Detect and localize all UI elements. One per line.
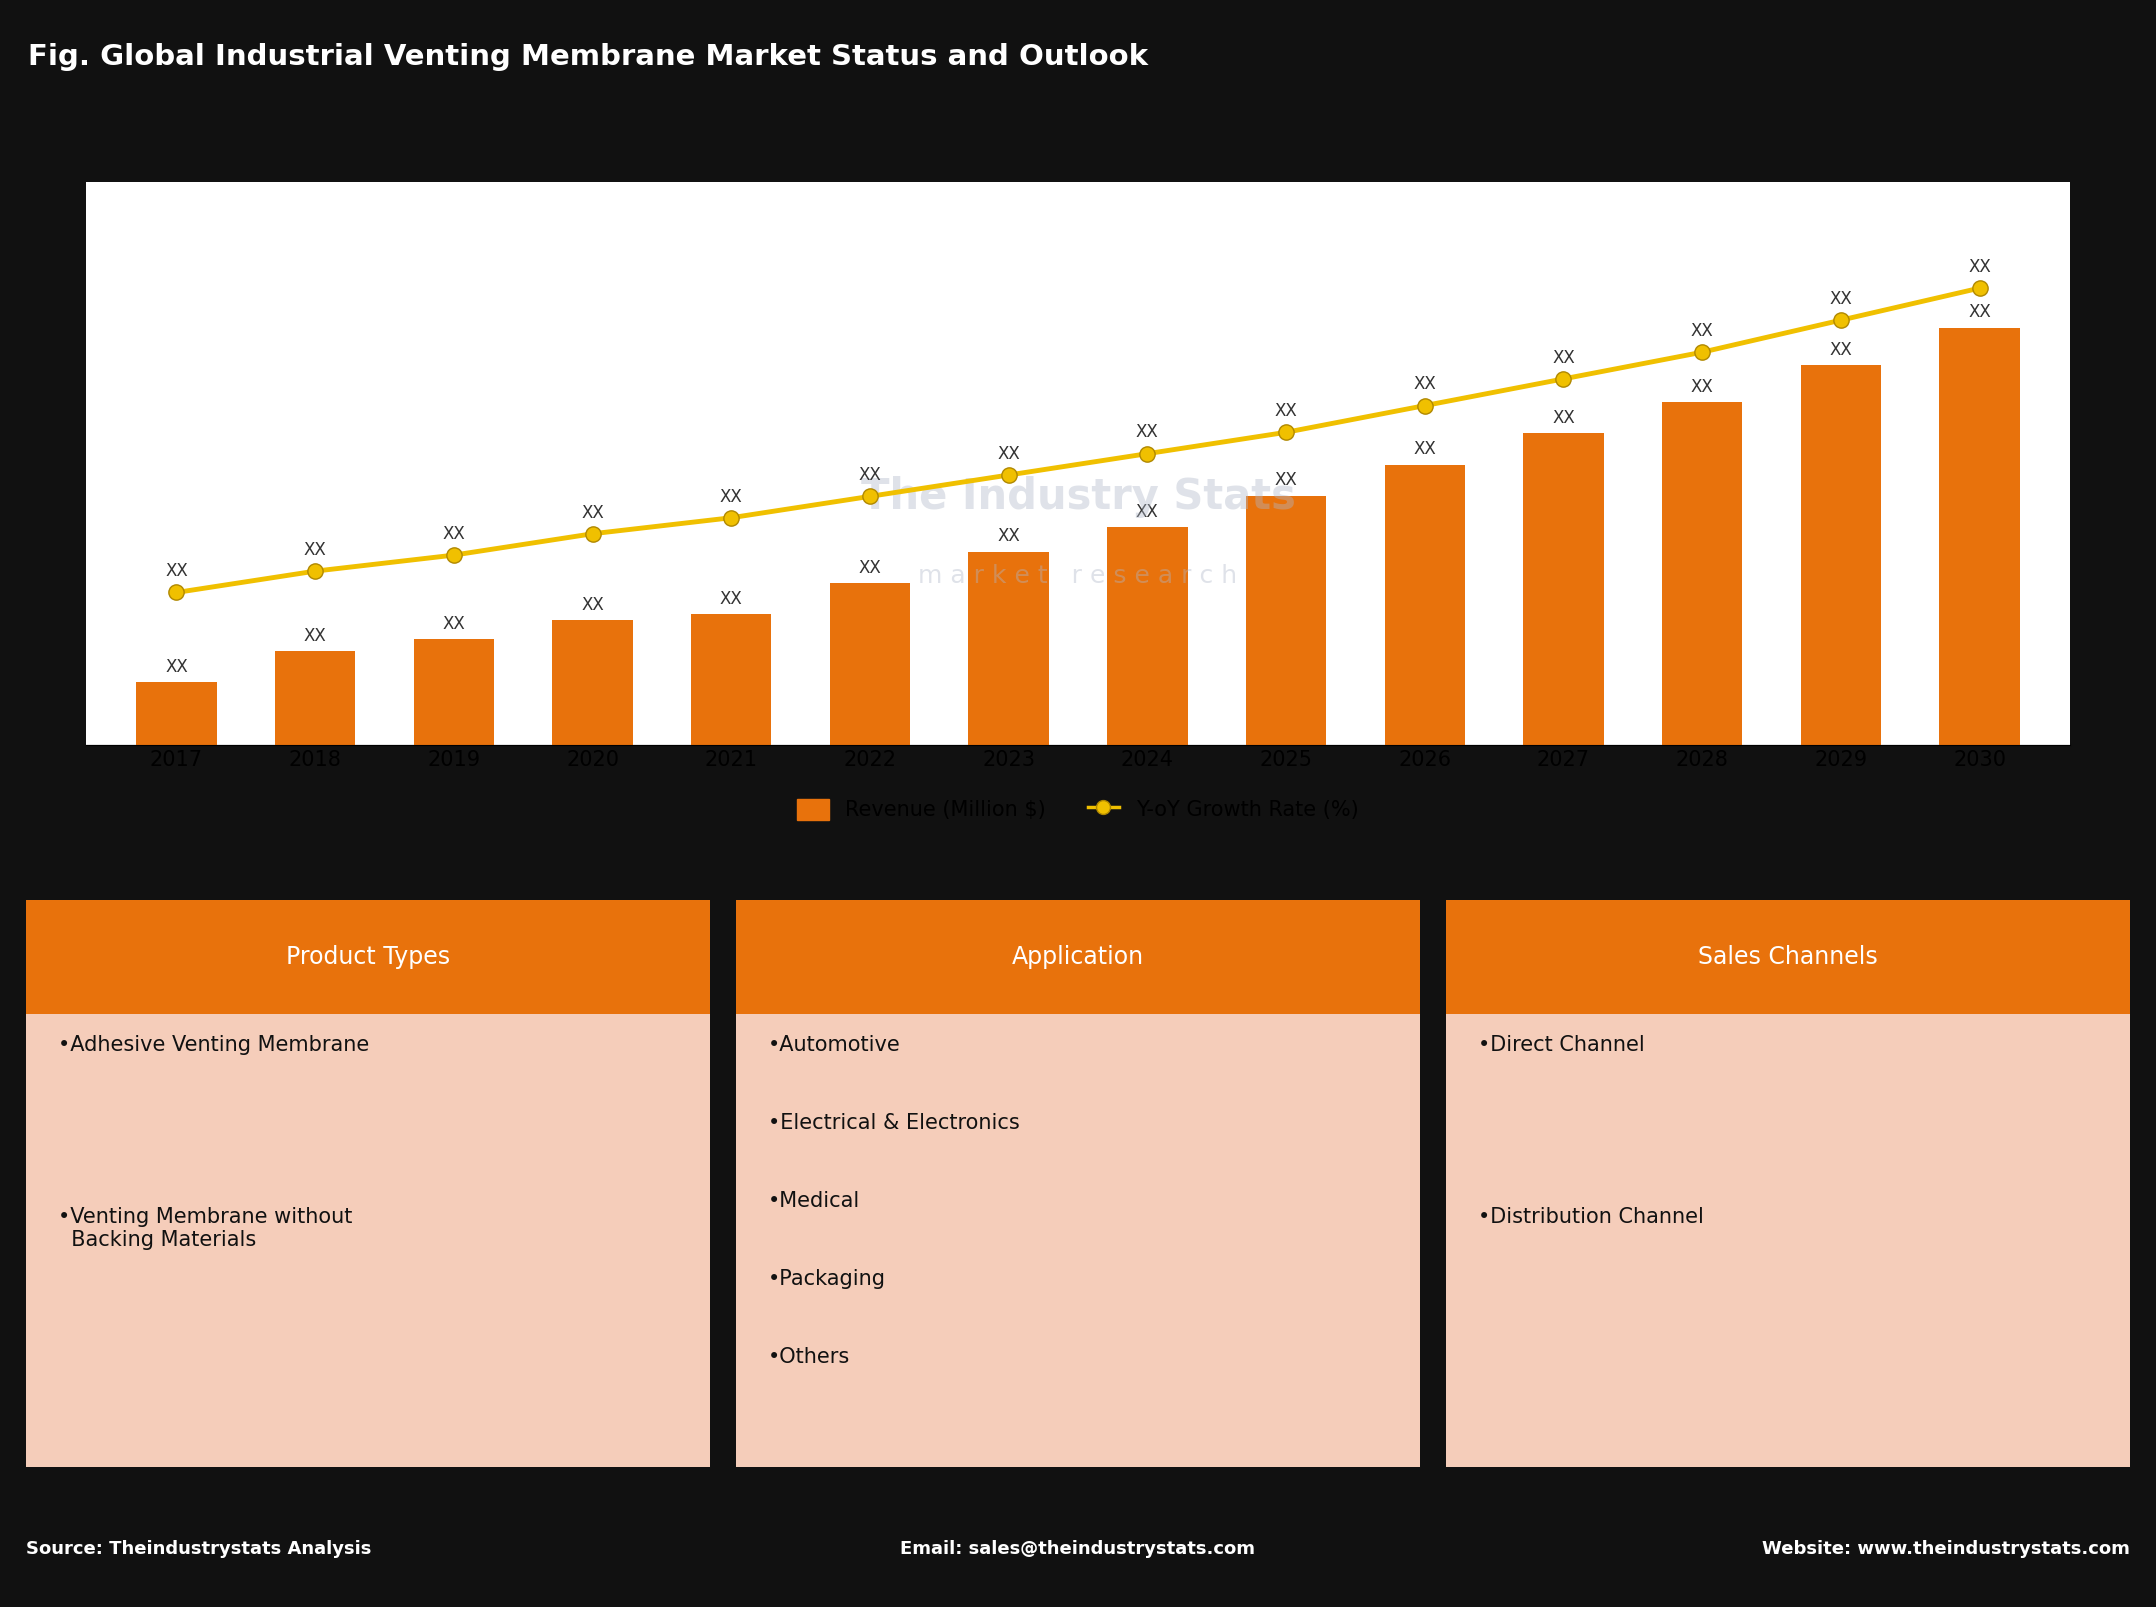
- Text: XX: XX: [1414, 376, 1436, 394]
- Text: XX: XX: [1274, 471, 1298, 490]
- Text: Application: Application: [1011, 945, 1145, 969]
- Text: XX: XX: [582, 596, 604, 614]
- Text: XX: XX: [1136, 503, 1158, 521]
- Text: Product Types: Product Types: [287, 945, 451, 969]
- Bar: [1246, 495, 1326, 744]
- Text: XX: XX: [1968, 304, 1990, 321]
- Bar: [1384, 464, 1464, 744]
- Text: XX: XX: [858, 559, 882, 577]
- Text: •Medical: •Medical: [768, 1191, 860, 1212]
- Bar: [1524, 434, 1604, 744]
- Text: Sales Channels: Sales Channels: [1699, 945, 1878, 969]
- Text: Website: www.theindustrystats.com: Website: www.theindustrystats.com: [1761, 1540, 2130, 1559]
- Text: •Packaging: •Packaging: [768, 1270, 886, 1289]
- Text: XX: XX: [998, 445, 1020, 463]
- Text: •Adhesive Venting Membrane: •Adhesive Venting Membrane: [58, 1035, 369, 1056]
- Text: XX: XX: [304, 627, 326, 644]
- Text: •Venting Membrane without
  Backing Materials: •Venting Membrane without Backing Materi…: [58, 1207, 354, 1250]
- Text: Source: Theindustrystats Analysis: Source: Theindustrystats Analysis: [26, 1540, 371, 1559]
- Text: XX: XX: [1690, 321, 1714, 341]
- Text: XX: XX: [166, 562, 188, 580]
- Bar: [414, 640, 494, 744]
- FancyBboxPatch shape: [26, 900, 709, 1014]
- Text: The Industry Stats: The Industry Stats: [860, 476, 1296, 517]
- Bar: [552, 620, 632, 744]
- Bar: [1662, 402, 1742, 744]
- Text: m a r k e t   r e s e a r c h: m a r k e t r e s e a r c h: [918, 564, 1238, 588]
- Text: XX: XX: [720, 487, 742, 506]
- Text: •Direct Channel: •Direct Channel: [1479, 1035, 1645, 1056]
- Legend: Revenue (Million $), Y-oY Growth Rate (%): Revenue (Million $), Y-oY Growth Rate (%…: [789, 791, 1367, 829]
- Text: XX: XX: [304, 542, 326, 559]
- Text: •Others: •Others: [768, 1347, 849, 1368]
- FancyBboxPatch shape: [26, 1014, 709, 1467]
- Text: XX: XX: [442, 525, 466, 543]
- Text: •Electrical & Electronics: •Electrical & Electronics: [768, 1114, 1020, 1133]
- Bar: [136, 683, 216, 744]
- Text: XX: XX: [1414, 440, 1436, 458]
- Text: XX: XX: [1136, 424, 1158, 442]
- Text: XX: XX: [998, 527, 1020, 545]
- Text: Fig. Global Industrial Venting Membrane Market Status and Outlook: Fig. Global Industrial Venting Membrane …: [28, 43, 1149, 71]
- Bar: [830, 583, 910, 744]
- Bar: [1940, 328, 2020, 744]
- Text: XX: XX: [582, 503, 604, 522]
- Text: Email: sales@theindustrystats.com: Email: sales@theindustrystats.com: [901, 1540, 1255, 1559]
- Bar: [968, 551, 1048, 744]
- Bar: [1108, 527, 1188, 744]
- Text: XX: XX: [1968, 259, 1990, 276]
- Text: XX: XX: [1690, 378, 1714, 395]
- Text: XX: XX: [1830, 289, 1852, 309]
- Text: •Distribution Channel: •Distribution Channel: [1479, 1207, 1703, 1226]
- Text: XX: XX: [1552, 410, 1574, 427]
- Text: •Automotive: •Automotive: [768, 1035, 901, 1056]
- FancyBboxPatch shape: [735, 900, 1421, 1014]
- Text: XX: XX: [858, 466, 882, 484]
- FancyBboxPatch shape: [735, 1014, 1421, 1467]
- Text: XX: XX: [720, 590, 742, 607]
- Text: XX: XX: [1274, 402, 1298, 419]
- Text: XX: XX: [1830, 341, 1852, 358]
- Bar: [692, 614, 772, 744]
- Bar: [274, 651, 356, 744]
- Text: XX: XX: [442, 614, 466, 633]
- FancyBboxPatch shape: [1447, 1014, 2130, 1467]
- Text: XX: XX: [166, 659, 188, 677]
- Text: XX: XX: [1552, 349, 1574, 366]
- Bar: [1800, 365, 1882, 744]
- FancyBboxPatch shape: [1447, 900, 2130, 1014]
